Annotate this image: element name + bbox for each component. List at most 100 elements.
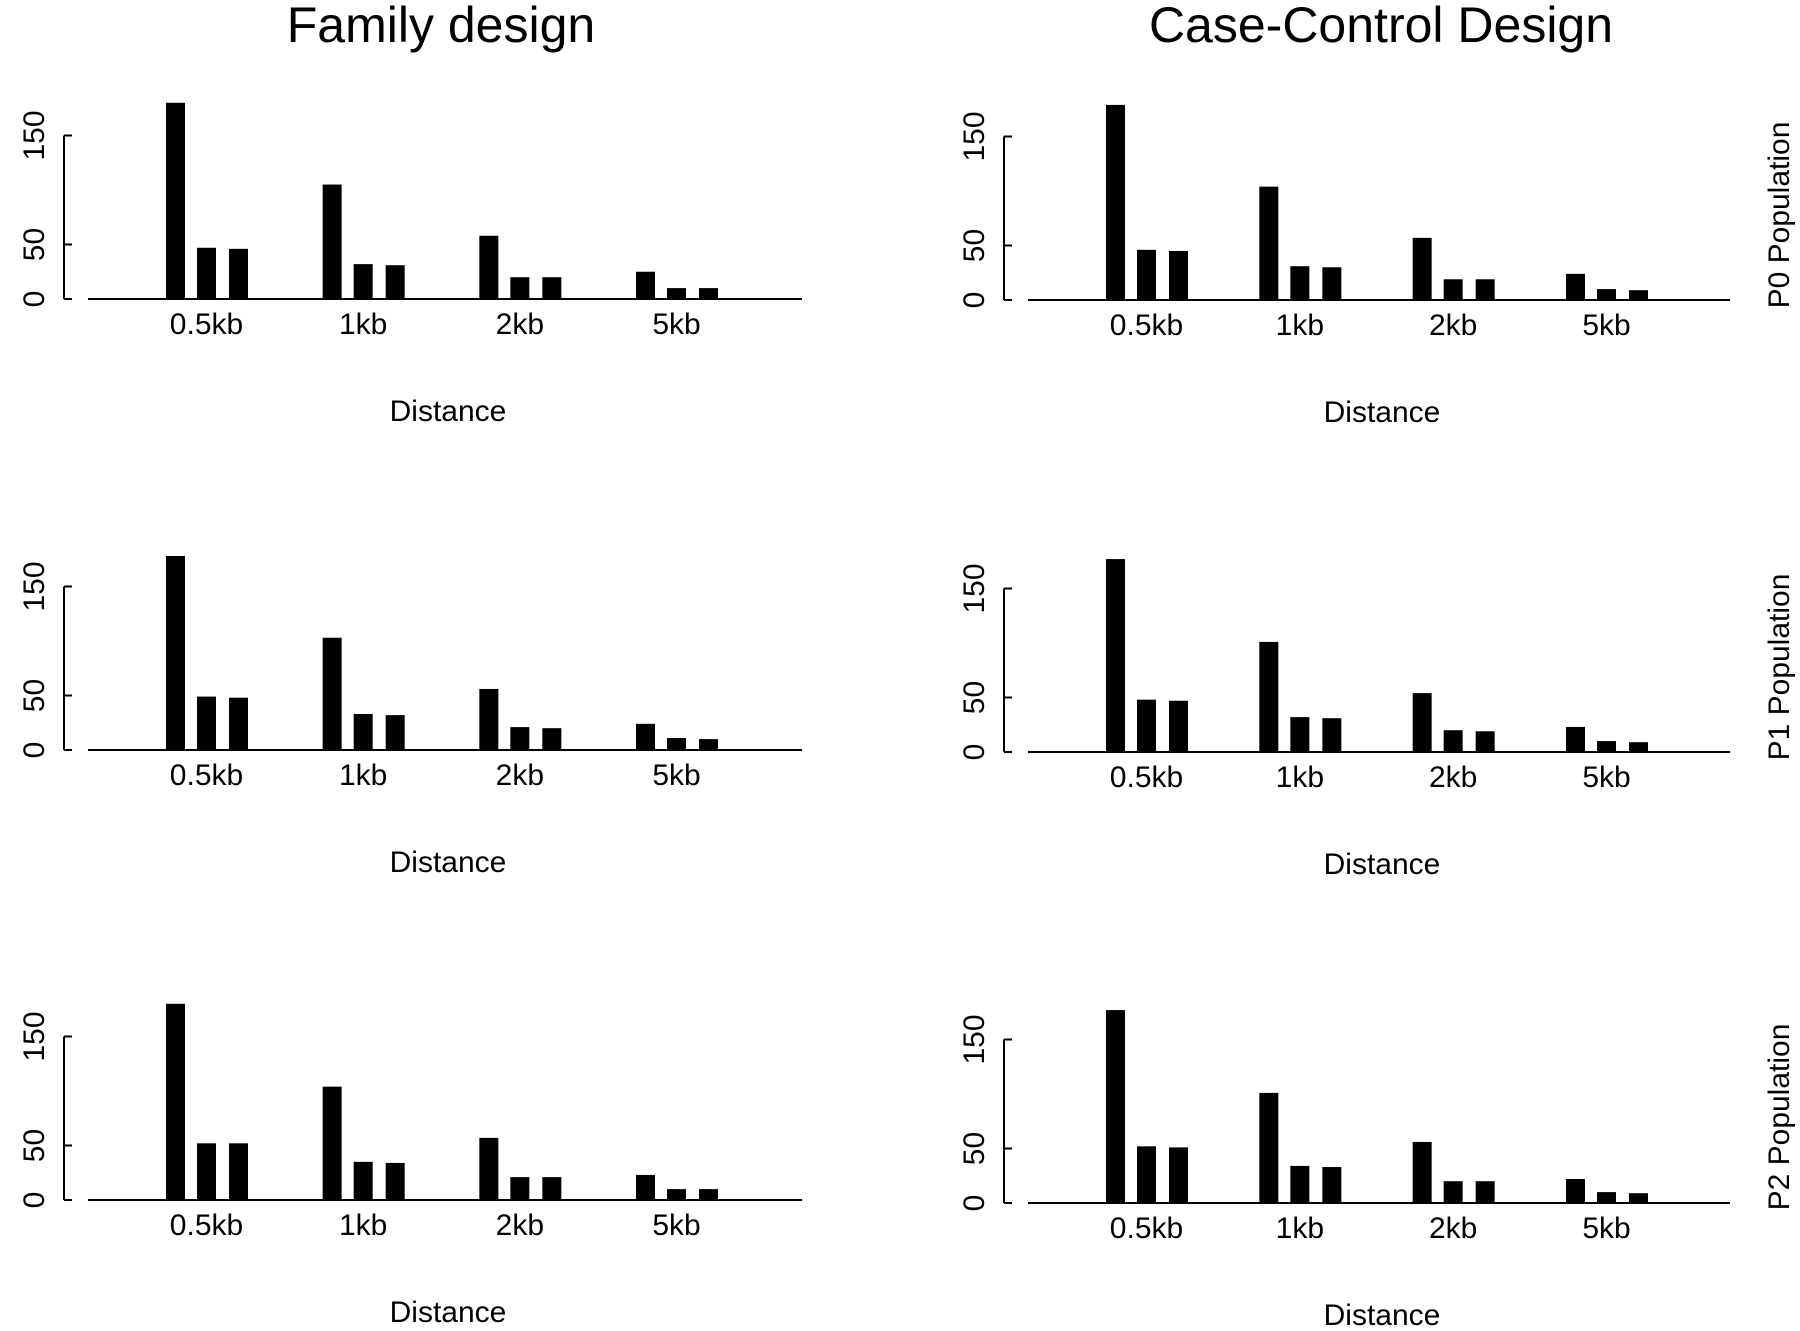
- bar: [1290, 717, 1310, 752]
- bar-panel: 0 50 150 0.5kb 1kb 2kb 5kb Distance: [958, 1010, 1730, 1331]
- bar: [1629, 1193, 1648, 1203]
- row-label-p1-population: P1 Population: [1763, 574, 1796, 761]
- bar: [229, 1143, 248, 1200]
- bar: [353, 264, 373, 299]
- bar: [1475, 731, 1495, 752]
- bar-panel: 0 50 150 0.5kb 1kb 2kb 5kb Distance: [18, 1003, 802, 1329]
- x-category-label: 1kb: [339, 759, 387, 792]
- bar: [1566, 273, 1585, 300]
- x-category-label: 2kb: [496, 1209, 544, 1242]
- bar: [1566, 726, 1585, 752]
- bar: [1322, 1167, 1342, 1203]
- y-tick-label: 50: [958, 229, 991, 262]
- bar: [1106, 559, 1125, 752]
- panels: 0 50 150 0.5kb 1kb 2kb 5kb Distance 0 50 150 0.5kb 1…: [18, 102, 1730, 1331]
- bar: [479, 235, 499, 299]
- bar: [1566, 1179, 1585, 1203]
- bar: [479, 688, 499, 750]
- row-label-p0-population: P0 Population: [1763, 122, 1796, 309]
- bar: [1475, 1181, 1495, 1203]
- y-tick-label: 150: [958, 1014, 991, 1064]
- row-label-p2-population: P2 Population: [1763, 1024, 1796, 1211]
- y-tick-label: 150: [18, 110, 51, 160]
- bar: [636, 723, 655, 750]
- y-tick-label: 50: [18, 679, 51, 712]
- bar: [1259, 1092, 1279, 1203]
- bar: [1443, 730, 1463, 752]
- bar: [1412, 237, 1432, 300]
- bar: [385, 1162, 405, 1200]
- bar: [166, 555, 185, 750]
- bar: [636, 1174, 655, 1200]
- y-tick-label: 0: [18, 742, 51, 759]
- bar: [1137, 699, 1156, 752]
- x-category-label: 5kb: [1582, 1212, 1630, 1245]
- y-tick-label: 150: [18, 1011, 51, 1061]
- bar: [1137, 1146, 1156, 1203]
- bar: [322, 184, 342, 299]
- bar: [322, 1086, 342, 1200]
- bar: [1629, 290, 1648, 300]
- y-tick-label: 150: [958, 563, 991, 613]
- bar: [1443, 1181, 1463, 1203]
- x-axis-title: Distance: [390, 846, 507, 879]
- x-category-label: 2kb: [1429, 761, 1477, 794]
- x-category-label: 1kb: [339, 308, 387, 341]
- bar: [542, 728, 562, 750]
- bar: [197, 1143, 216, 1200]
- y-tick-label: 50: [18, 1129, 51, 1162]
- y-tick-label: 0: [958, 744, 991, 761]
- bar: [510, 277, 530, 299]
- x-category-label: 5kb: [1582, 761, 1630, 794]
- bar: [1106, 1010, 1125, 1203]
- bar: [1259, 186, 1279, 300]
- x-category-label: 2kb: [1429, 309, 1477, 342]
- x-category-label: 1kb: [1276, 761, 1324, 794]
- bar: [353, 714, 373, 750]
- x-axis-title: Distance: [1324, 848, 1441, 881]
- y-tick-label: 150: [18, 561, 51, 611]
- column-title-case-control-design: Case-Control Design: [1149, 0, 1613, 53]
- bar: [1443, 279, 1463, 300]
- bar: [1412, 1141, 1432, 1203]
- bar: [385, 715, 405, 750]
- bar: [1412, 693, 1432, 752]
- x-category-label: 0.5kb: [1110, 761, 1183, 794]
- bar: [510, 1177, 530, 1200]
- x-category-label: 0.5kb: [1110, 1212, 1183, 1245]
- bar: [229, 697, 248, 750]
- bar: [1259, 641, 1279, 752]
- bar: [1322, 718, 1342, 752]
- x-axis-title: Distance: [390, 1296, 507, 1329]
- x-category-label: 1kb: [1276, 1212, 1324, 1245]
- x-category-label: 0.5kb: [1110, 309, 1183, 342]
- y-tick-label: 50: [958, 681, 991, 714]
- bar: [667, 288, 686, 299]
- bar: [197, 696, 216, 750]
- bar: [1106, 104, 1125, 300]
- x-category-label: 2kb: [496, 759, 544, 792]
- x-category-label: 2kb: [1429, 1212, 1477, 1245]
- bar: [479, 1137, 499, 1200]
- bar: [667, 1189, 686, 1200]
- x-category-label: 0.5kb: [170, 759, 243, 792]
- x-category-label: 5kb: [1582, 309, 1630, 342]
- column-title-family-design: Family design: [287, 0, 595, 53]
- x-axis-title: Distance: [1324, 1299, 1441, 1331]
- bar: [166, 1003, 185, 1200]
- y-tick-label: 150: [958, 111, 991, 161]
- y-tick-label: 50: [18, 228, 51, 261]
- x-category-label: 0.5kb: [170, 1209, 243, 1242]
- bar: [699, 1189, 718, 1200]
- bar: [1597, 289, 1616, 300]
- bar: [699, 739, 718, 750]
- bar: [1137, 249, 1156, 300]
- bar: [1290, 1165, 1310, 1203]
- x-axis-title: Distance: [1324, 396, 1441, 429]
- bar-panel: 0 50 150 0.5kb 1kb 2kb 5kb Distance: [958, 559, 1730, 881]
- x-category-label: 2kb: [496, 308, 544, 341]
- bar-panel: 0 50 150 0.5kb 1kb 2kb 5kb Distance: [958, 104, 1730, 429]
- bar: [667, 738, 686, 750]
- x-axis-title: Distance: [390, 395, 507, 428]
